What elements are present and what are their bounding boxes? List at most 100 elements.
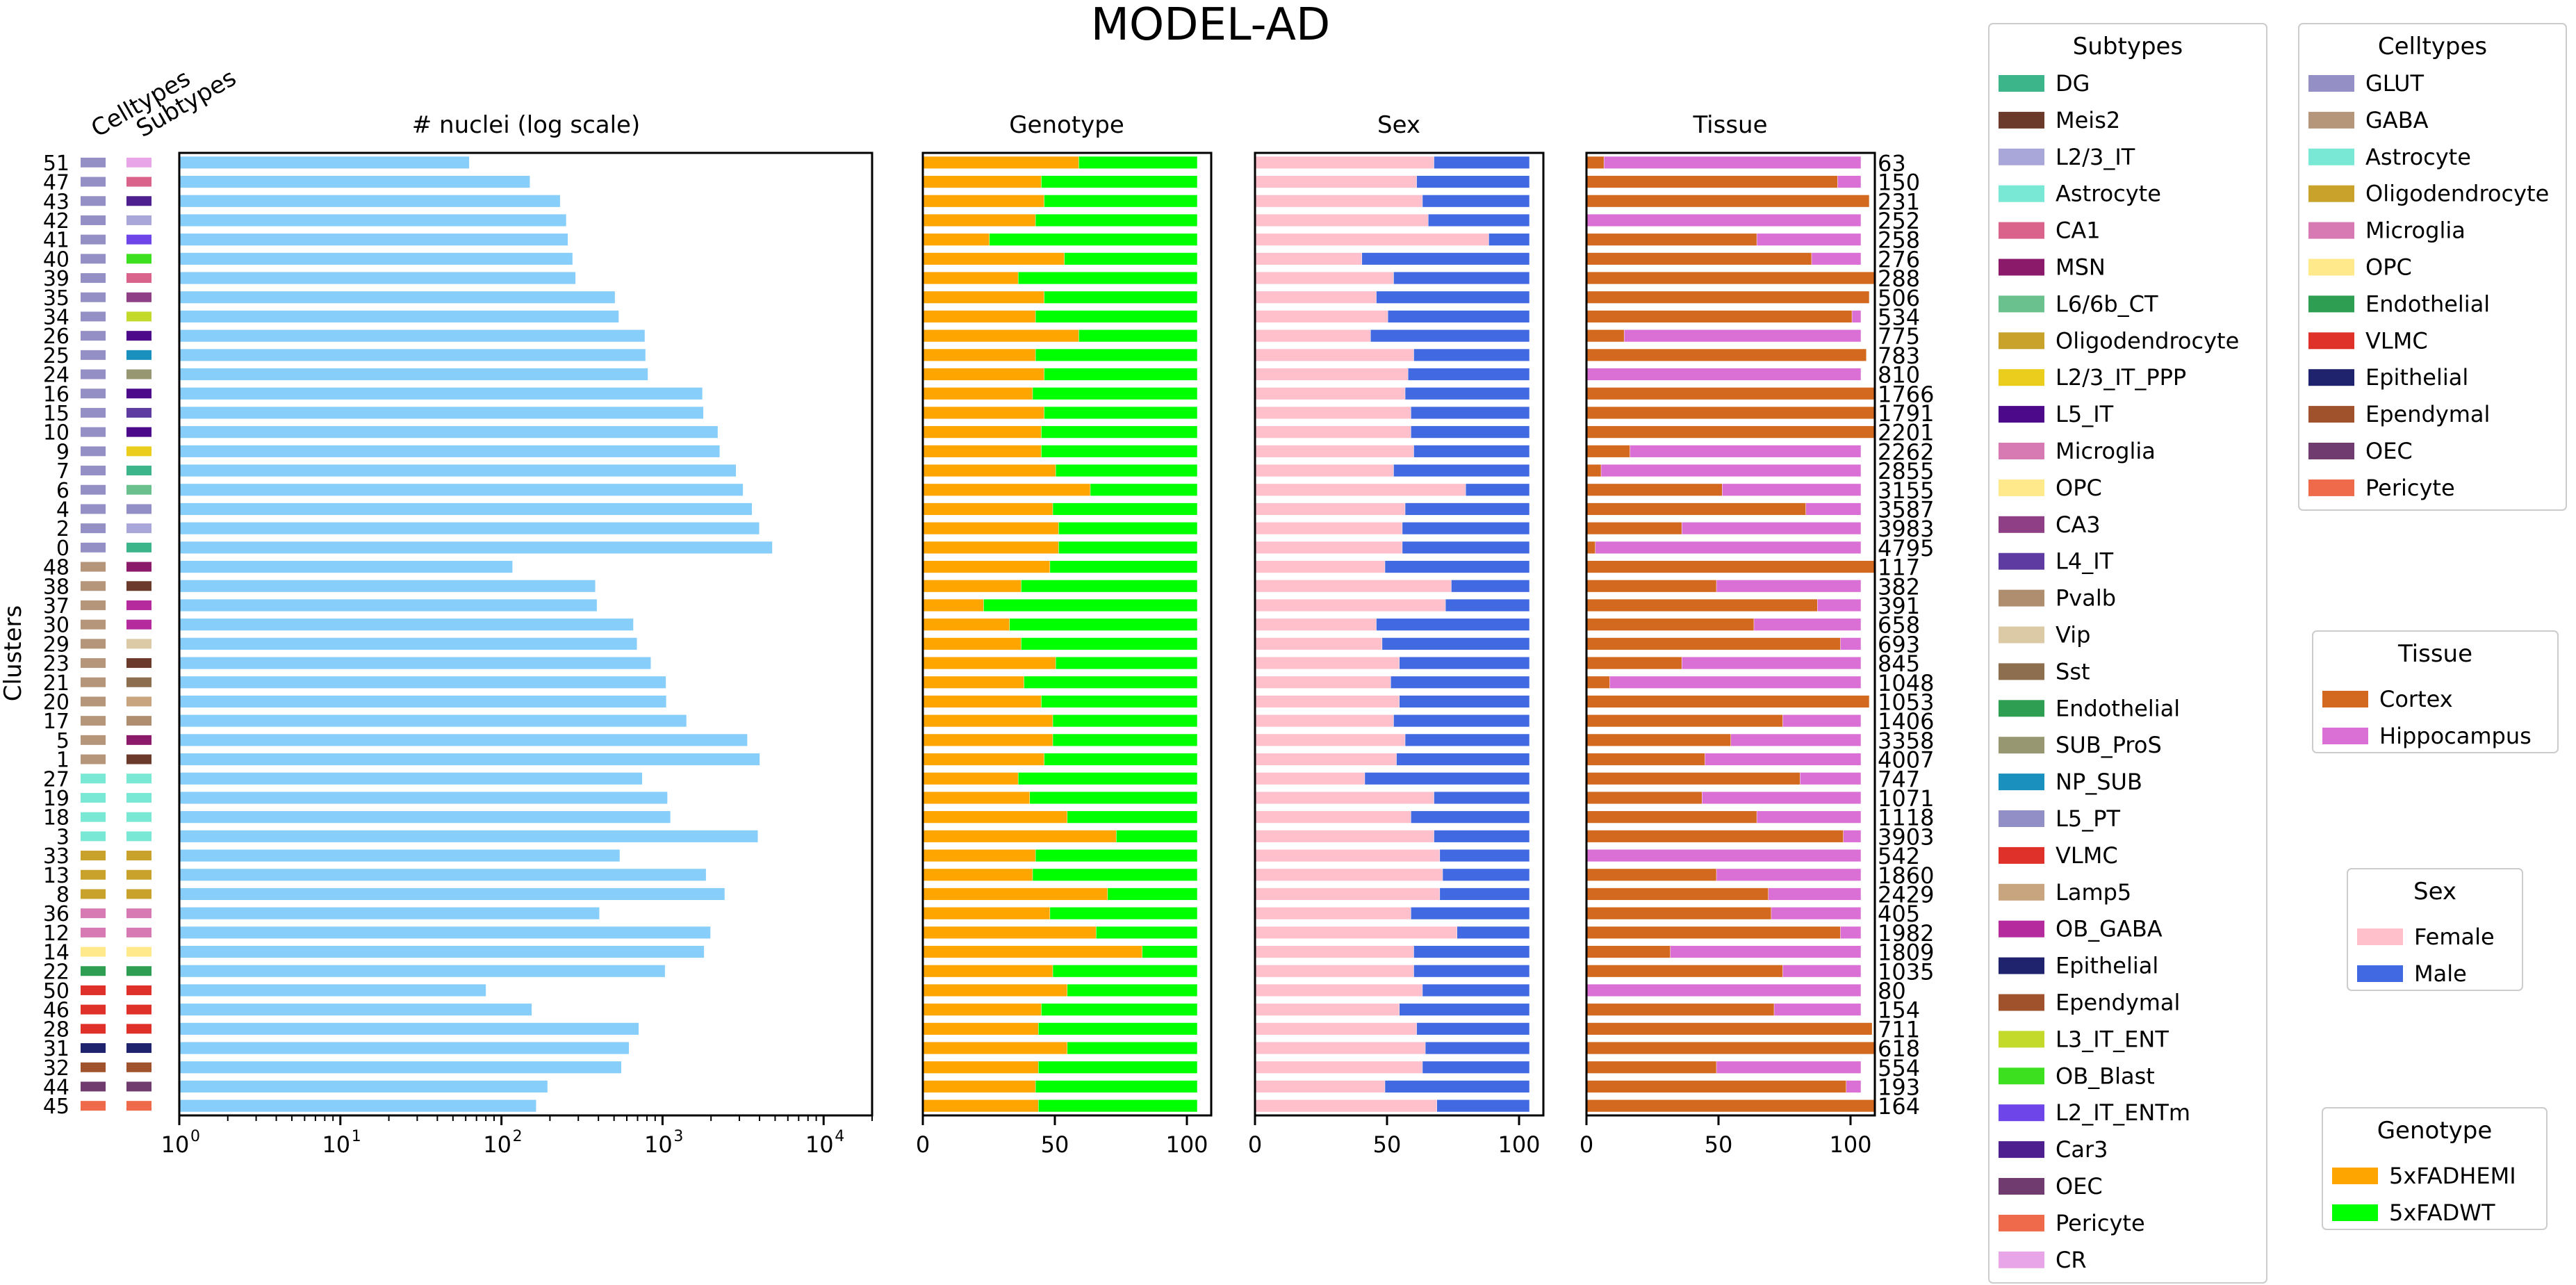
celltype-swatch [81, 735, 106, 745]
nuclei-count-label: 810 [1878, 362, 1920, 388]
genotype-bar-seg1 [923, 792, 1030, 804]
genotype-bar-seg1 [923, 772, 1018, 785]
sex-bar-seg1 [1255, 869, 1443, 881]
nuclei-bar [179, 387, 703, 400]
subtype-swatch [126, 407, 151, 418]
sex-bar-seg2 [1428, 214, 1529, 227]
legend-subtypes-title: Subtypes [2073, 33, 2183, 60]
sex-bar-seg2 [1385, 560, 1529, 573]
legend-celltypes-item-label: OEC [2365, 438, 2413, 464]
tissue-bar-seg2 [1682, 522, 1861, 534]
legend-subtypes-swatch [1999, 737, 2044, 754]
celltype-swatch [81, 177, 106, 187]
tissue-bar-seg1 [1586, 580, 1716, 592]
cluster-label: 6 [56, 479, 69, 503]
cluster-label: 43 [43, 190, 69, 214]
genotype-bar-seg2 [1010, 619, 1197, 631]
nuclei-bar [179, 1022, 639, 1035]
sex-bar-seg1 [1255, 175, 1417, 188]
genotype-bar-seg2 [1067, 984, 1197, 997]
legend-subtypes-swatch [1999, 920, 2044, 938]
cluster-label: 2 [56, 517, 69, 541]
legend-subtypes-item-label: CA1 [2056, 218, 2101, 244]
nuclei-bar [179, 1099, 536, 1112]
tissue-bar-seg1 [1586, 619, 1754, 631]
tissue-bar-seg2 [1586, 368, 1861, 381]
cluster-label: 29 [43, 632, 69, 657]
sex-bar-seg2 [1365, 772, 1529, 785]
genotype-bar-seg2 [1035, 214, 1197, 227]
celltype-swatch [81, 619, 106, 630]
nuclei-panel-title: # nuclei (log scale) [412, 111, 640, 139]
legend-subtypes-item-label: Endothelial [2056, 695, 2180, 721]
sex-bar-seg2 [1425, 1042, 1529, 1054]
genotype-bar-seg2 [1053, 965, 1197, 977]
genotype-bar-seg1 [923, 175, 1042, 188]
cluster-label: 32 [43, 1056, 69, 1081]
celltype-swatch [81, 869, 106, 880]
sex-bar-seg1 [1255, 637, 1382, 650]
genotype-bar-seg1 [923, 252, 1065, 265]
legend-celltypes-swatch [2308, 443, 2354, 459]
nuclei-bar [179, 368, 648, 381]
genotype-bar-seg2 [1064, 252, 1197, 265]
tissue-bar-seg1 [1586, 714, 1783, 727]
celltype-swatch [81, 716, 106, 726]
genotype-bar-seg2 [1142, 945, 1197, 958]
legend-subtypes-item-label: Microglia [2056, 438, 2156, 464]
nuclei-count-label: 693 [1878, 631, 1920, 657]
tissue-panel: 0 50 100 [1580, 152, 1876, 1158]
legend-genotype-frame [2322, 1107, 2548, 1230]
celltype-swatch [81, 157, 106, 167]
sex-bar-seg2 [1440, 887, 1529, 901]
tissue-bar-seg2 [1805, 502, 1861, 516]
celltype-swatch [81, 1101, 106, 1111]
genotype-bar-seg2 [1030, 792, 1197, 804]
sex-bar-seg2 [1411, 907, 1529, 919]
genotype-bar-seg2 [1090, 484, 1197, 496]
genotype-panel-frame [921, 152, 1213, 1117]
nuclei-bar [179, 426, 718, 439]
sex-bar-seg1 [1255, 599, 1445, 612]
celltype-swatch [81, 311, 106, 322]
tissue-bar-seg2 [1852, 310, 1861, 323]
legend-celltypes-item-label: Pericyte [2365, 475, 2455, 501]
nuclei-bar [179, 637, 637, 650]
nuclei-bar [179, 734, 748, 746]
tissue-bar-seg1 [1586, 252, 1812, 265]
celltype-swatch [81, 696, 106, 707]
tissue-bar-seg1 [1586, 310, 1852, 323]
sex-bar-seg2 [1411, 811, 1529, 824]
celltype-swatch [81, 1043, 106, 1054]
sex-tick-label: 0 [1248, 1131, 1262, 1158]
celltype-swatch [81, 1004, 106, 1015]
sex-bar-seg1 [1255, 1061, 1422, 1074]
tissue-bar-seg2 [1586, 849, 1861, 862]
sex-bar-seg1 [1255, 830, 1434, 842]
celltype-swatch [81, 792, 106, 803]
subtype-swatch [126, 542, 151, 553]
legend-celltypes-swatch [2308, 295, 2354, 313]
genotype-bar-seg1 [923, 926, 1096, 939]
sex-bar-seg1 [1255, 502, 1405, 516]
tissue-bar-seg1 [1586, 792, 1702, 804]
sex-bar-seg2 [1402, 522, 1529, 534]
subtype-swatch [126, 369, 151, 379]
sex-bar-seg1 [1255, 349, 1414, 361]
nuclei-bar [179, 830, 758, 842]
cluster-label: 31 [43, 1037, 69, 1061]
nuclei-bar [179, 407, 704, 419]
genotype-bar-seg2 [1056, 464, 1197, 477]
nuclei-panel: 10 0 10 1 10 2 10 3 10 4 [161, 152, 873, 1158]
genotype-bar-seg1 [923, 734, 1053, 746]
genotype-bar-seg2 [1053, 714, 1197, 727]
nuclei-count-label: 164 [1878, 1093, 1920, 1120]
genotype-bar-seg1 [923, 541, 1059, 554]
celltype-swatch [81, 562, 106, 572]
subtype-swatch [126, 446, 151, 457]
legend-subtypes-swatch [1999, 589, 2044, 607]
sex-bar-seg1 [1255, 329, 1370, 342]
legend-subtypes-swatch [1999, 332, 2044, 350]
sex-tick-label: 50 [1373, 1131, 1402, 1158]
figure-title: MODEL-AD [1091, 0, 1331, 51]
